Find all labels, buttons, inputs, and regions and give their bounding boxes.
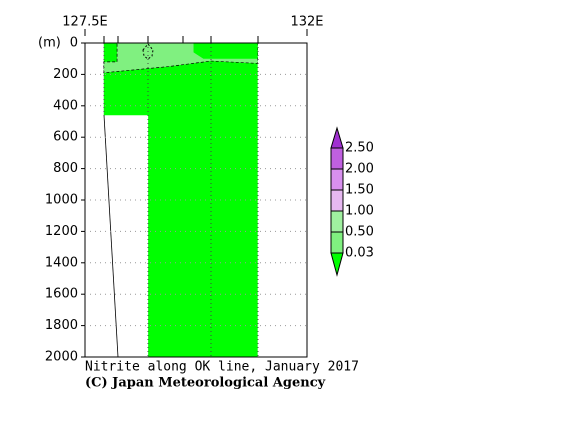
colorbar-segment <box>330 147 344 170</box>
colorbar-segment <box>330 210 344 233</box>
colorbar-segment <box>330 126 344 149</box>
x-tick-label: 127.5E <box>62 15 107 30</box>
y-tick-label: 2000 <box>45 350 78 365</box>
colorbar-segment <box>330 168 344 191</box>
colorbar-segment <box>330 189 344 212</box>
colorbar-label: 1.50 <box>345 183 374 198</box>
credit: (C) Japan Meteorological Agency <box>85 376 326 391</box>
y-tick-label: 400 <box>53 98 78 113</box>
x-tick-label: 132E <box>290 15 323 30</box>
station-ticks <box>103 36 259 43</box>
y-tick-label: 800 <box>53 161 78 176</box>
bottom-line <box>103 114 119 358</box>
chart-title: Nitrite along OK line, January 2017 <box>85 360 359 375</box>
colorbar-label: 0.50 <box>345 225 374 240</box>
y-tick-label: 1400 <box>45 255 78 270</box>
y-tick-label: 1200 <box>45 224 78 239</box>
y-tick-label: 1600 <box>45 287 78 302</box>
y-tick-label: 1800 <box>45 318 78 333</box>
colorbar-label: 0.03 <box>345 246 374 261</box>
colorbar-label: 1.00 <box>345 204 374 219</box>
y-tick-label: 1000 <box>45 193 78 208</box>
contour-fill <box>193 43 258 59</box>
contour-line <box>142 43 154 60</box>
colorbar-label: 2.50 <box>345 141 374 156</box>
y-tick-label: 200 <box>53 67 78 82</box>
colorbar-label: 2.00 <box>345 162 374 177</box>
y-tick-label: 600 <box>53 130 78 145</box>
y-unit: (m) <box>38 36 61 51</box>
y-tick-label: 0 <box>70 36 78 51</box>
colorbar-segment <box>330 252 344 277</box>
colorbar-segment <box>330 231 344 254</box>
